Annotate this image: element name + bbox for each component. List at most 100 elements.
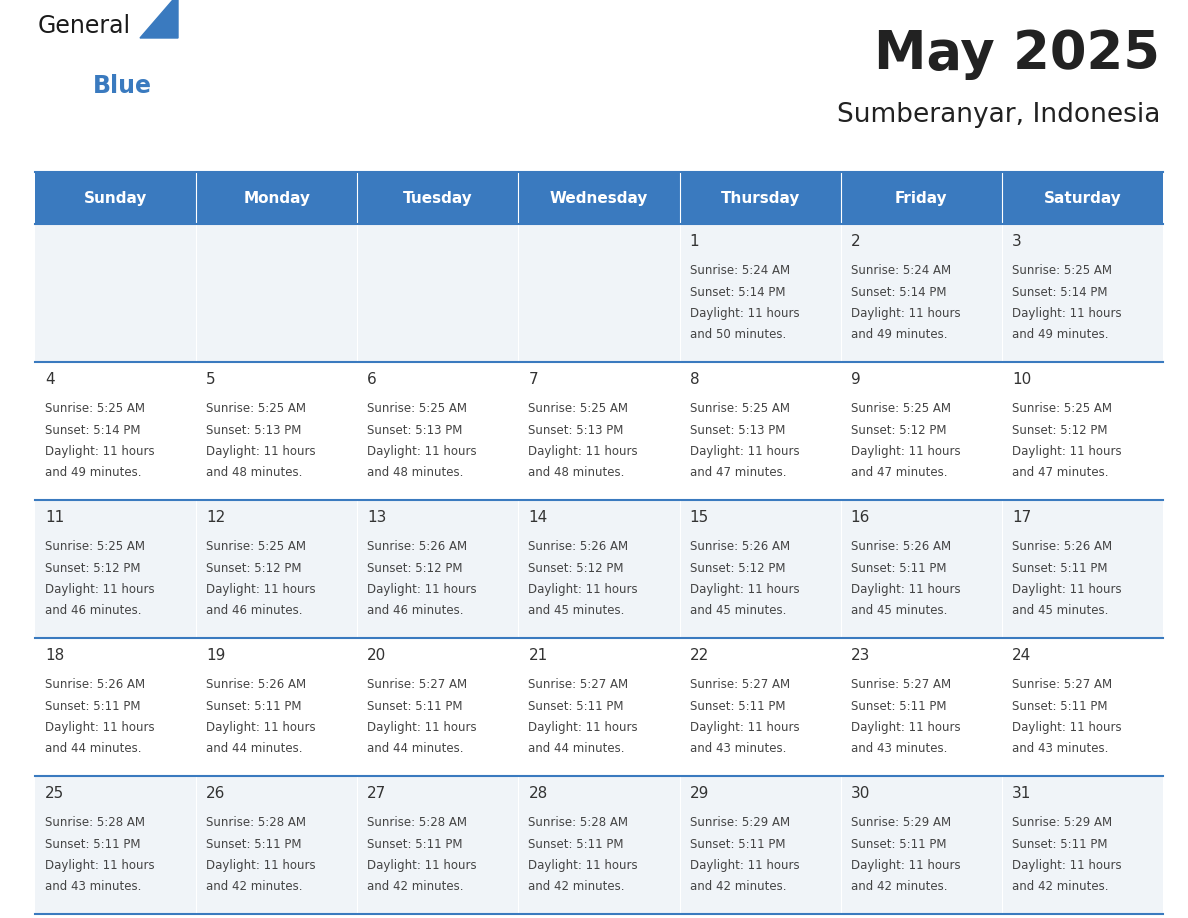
Bar (34, 638, 196, 776)
Text: May 2025: May 2025 (874, 28, 1159, 80)
Text: Sunset: 5:11 PM: Sunset: 5:11 PM (367, 700, 463, 712)
Text: Tuesday: Tuesday (403, 191, 473, 206)
Text: Wednesday: Wednesday (550, 191, 649, 206)
Text: Sunset: 5:14 PM: Sunset: 5:14 PM (45, 423, 140, 436)
Text: Daylight: 11 hours: Daylight: 11 hours (851, 583, 960, 596)
Text: Daylight: 11 hours: Daylight: 11 hours (689, 721, 800, 734)
Text: and 44 minutes.: and 44 minutes. (367, 743, 463, 756)
Bar (196, 224, 358, 362)
Bar (518, 500, 680, 638)
Bar (358, 362, 518, 500)
Text: and 42 minutes.: and 42 minutes. (529, 880, 625, 893)
Text: Daylight: 11 hours: Daylight: 11 hours (207, 721, 316, 734)
Bar (841, 638, 1001, 776)
Text: and 43 minutes.: and 43 minutes. (851, 743, 947, 756)
Text: Sunset: 5:11 PM: Sunset: 5:11 PM (851, 837, 946, 850)
Text: Sunset: 5:11 PM: Sunset: 5:11 PM (1012, 837, 1107, 850)
Text: Daylight: 11 hours: Daylight: 11 hours (689, 583, 800, 596)
Text: Daylight: 11 hours: Daylight: 11 hours (689, 307, 800, 320)
Text: Daylight: 11 hours: Daylight: 11 hours (529, 721, 638, 734)
Bar (1001, 776, 1163, 914)
Text: Sunset: 5:13 PM: Sunset: 5:13 PM (529, 423, 624, 436)
Text: and 44 minutes.: and 44 minutes. (207, 743, 303, 756)
Text: 4: 4 (45, 372, 55, 387)
Text: and 46 minutes.: and 46 minutes. (207, 604, 303, 618)
Text: Sunrise: 5:26 AM: Sunrise: 5:26 AM (207, 678, 307, 691)
Text: Sunrise: 5:28 AM: Sunrise: 5:28 AM (207, 816, 307, 829)
Text: 6: 6 (367, 372, 377, 387)
Text: 11: 11 (45, 510, 64, 525)
Text: Sunday: Sunday (84, 191, 147, 206)
Text: Saturday: Saturday (1043, 191, 1121, 206)
Text: and 45 minutes.: and 45 minutes. (689, 604, 786, 618)
Text: Daylight: 11 hours: Daylight: 11 hours (45, 583, 154, 596)
Text: and 49 minutes.: and 49 minutes. (1012, 329, 1108, 341)
Text: and 42 minutes.: and 42 minutes. (851, 880, 947, 893)
Bar (680, 362, 841, 500)
Text: 27: 27 (367, 786, 386, 801)
Text: 8: 8 (689, 372, 700, 387)
Text: Sunrise: 5:25 AM: Sunrise: 5:25 AM (45, 540, 145, 553)
Text: 16: 16 (851, 510, 870, 525)
Text: Sunset: 5:11 PM: Sunset: 5:11 PM (689, 837, 785, 850)
Text: Sunset: 5:11 PM: Sunset: 5:11 PM (207, 837, 302, 850)
Text: Sunset: 5:14 PM: Sunset: 5:14 PM (689, 285, 785, 298)
Bar (841, 500, 1001, 638)
Text: Sunrise: 5:24 AM: Sunrise: 5:24 AM (689, 264, 790, 277)
Text: 31: 31 (1012, 786, 1031, 801)
Text: Sunset: 5:11 PM: Sunset: 5:11 PM (1012, 562, 1107, 575)
Text: Sunrise: 5:26 AM: Sunrise: 5:26 AM (689, 540, 790, 553)
Bar (358, 638, 518, 776)
Text: Daylight: 11 hours: Daylight: 11 hours (689, 859, 800, 872)
Text: and 47 minutes.: and 47 minutes. (1012, 466, 1108, 479)
Bar (518, 362, 680, 500)
Text: 13: 13 (367, 510, 386, 525)
Text: Daylight: 11 hours: Daylight: 11 hours (367, 583, 476, 596)
Bar (680, 776, 841, 914)
Text: Blue: Blue (93, 74, 152, 98)
Text: and 46 minutes.: and 46 minutes. (367, 604, 463, 618)
Text: Daylight: 11 hours: Daylight: 11 hours (207, 583, 316, 596)
Text: and 48 minutes.: and 48 minutes. (529, 466, 625, 479)
Bar (34, 362, 196, 500)
Text: and 50 minutes.: and 50 minutes. (689, 329, 785, 341)
Bar (680, 224, 841, 362)
Bar (680, 172, 841, 224)
Text: Sunrise: 5:26 AM: Sunrise: 5:26 AM (851, 540, 950, 553)
Text: and 43 minutes.: and 43 minutes. (1012, 743, 1108, 756)
Text: 3: 3 (1012, 234, 1022, 249)
Text: and 42 minutes.: and 42 minutes. (367, 880, 463, 893)
Bar (841, 362, 1001, 500)
Text: Sunset: 5:11 PM: Sunset: 5:11 PM (529, 700, 624, 712)
Text: Sunrise: 5:29 AM: Sunrise: 5:29 AM (851, 816, 950, 829)
Bar (1001, 638, 1163, 776)
Text: and 42 minutes.: and 42 minutes. (689, 880, 786, 893)
Text: Sunset: 5:11 PM: Sunset: 5:11 PM (851, 700, 946, 712)
Text: Sunset: 5:14 PM: Sunset: 5:14 PM (851, 285, 946, 298)
Text: and 47 minutes.: and 47 minutes. (689, 466, 786, 479)
Text: 2: 2 (851, 234, 860, 249)
Text: Thursday: Thursday (720, 191, 800, 206)
Text: Sunrise: 5:27 AM: Sunrise: 5:27 AM (529, 678, 628, 691)
Text: Daylight: 11 hours: Daylight: 11 hours (367, 859, 476, 872)
Bar (196, 776, 358, 914)
Text: Daylight: 11 hours: Daylight: 11 hours (207, 445, 316, 458)
Bar (196, 172, 358, 224)
Text: Sunrise: 5:25 AM: Sunrise: 5:25 AM (529, 402, 628, 415)
Text: Sumberanyar, Indonesia: Sumberanyar, Indonesia (836, 102, 1159, 128)
Text: Daylight: 11 hours: Daylight: 11 hours (851, 445, 960, 458)
Text: and 46 minutes.: and 46 minutes. (45, 604, 141, 618)
Text: 24: 24 (1012, 648, 1031, 663)
Text: Sunrise: 5:25 AM: Sunrise: 5:25 AM (207, 402, 307, 415)
Bar (518, 172, 680, 224)
Text: Sunrise: 5:28 AM: Sunrise: 5:28 AM (367, 816, 467, 829)
Bar (358, 224, 518, 362)
Text: Sunrise: 5:29 AM: Sunrise: 5:29 AM (689, 816, 790, 829)
Bar (196, 638, 358, 776)
Text: 14: 14 (529, 510, 548, 525)
Text: Sunset: 5:11 PM: Sunset: 5:11 PM (45, 837, 140, 850)
Text: and 44 minutes.: and 44 minutes. (45, 743, 141, 756)
Bar (34, 500, 196, 638)
Text: and 44 minutes.: and 44 minutes. (529, 743, 625, 756)
Text: Sunrise: 5:25 AM: Sunrise: 5:25 AM (367, 402, 467, 415)
